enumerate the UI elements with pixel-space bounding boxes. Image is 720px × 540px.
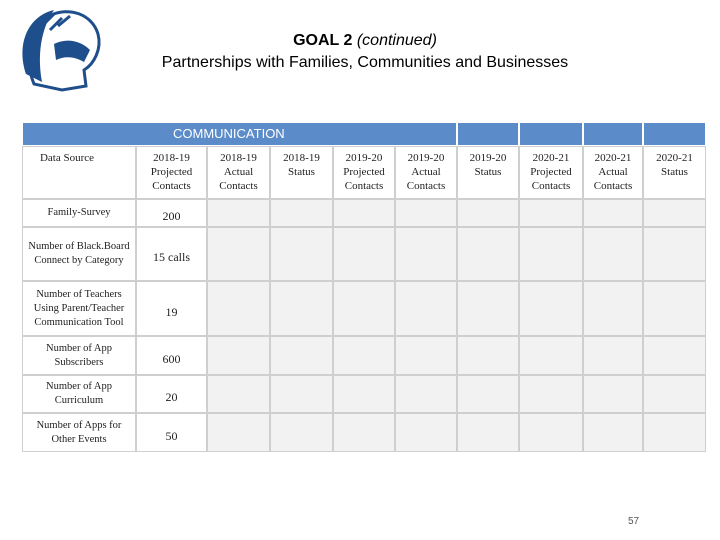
table-cell: [519, 336, 583, 375]
column-header: 2019-20 Projected Contacts: [333, 146, 395, 199]
table-cell: [395, 336, 457, 375]
table-cell: [333, 336, 395, 375]
table-cell: [643, 281, 706, 336]
column-header: 2019-20 Status: [457, 146, 519, 199]
table-cell: [457, 413, 519, 452]
table-cell: [583, 336, 643, 375]
row-label: Number of Apps for Other Events: [22, 413, 136, 452]
column-header: 2019-20 Actual Contacts: [395, 146, 457, 199]
table-cell: 20: [136, 375, 207, 413]
table-cell: [457, 199, 519, 227]
table-cell: 15 calls: [136, 227, 207, 281]
table-cell: [395, 413, 457, 452]
table-cell: 200: [136, 199, 207, 227]
table-cell: [270, 199, 333, 227]
table-cell: 19: [136, 281, 207, 336]
table-cell: [643, 199, 706, 227]
table-cell: 600: [136, 336, 207, 375]
subtitle: Partnerships with Families, Communities …: [161, 54, 569, 71]
column-header: 2020-21 Actual Contacts: [583, 146, 643, 199]
table-cell: [583, 375, 643, 413]
table-cell: [207, 336, 270, 375]
table-cell: [333, 281, 395, 336]
table-cell: [519, 375, 583, 413]
column-header: 2018-19 Status: [270, 146, 333, 199]
table-cell: [207, 375, 270, 413]
column-header: Data Source: [22, 146, 136, 199]
table-cell: [457, 281, 519, 336]
section-header-cell: [519, 122, 583, 146]
table-cell: [395, 375, 457, 413]
title: GOAL 2 (continued): [293, 32, 437, 49]
table-cell: [270, 281, 333, 336]
row-label: Number of App Curriculum: [22, 375, 136, 413]
table-cell: [395, 199, 457, 227]
row-label: Family-Survey: [22, 199, 136, 227]
row-label: Number of App Subscribers: [22, 336, 136, 375]
table-cell: [333, 227, 395, 281]
table-cell: [457, 336, 519, 375]
table-cell: [207, 227, 270, 281]
table-cell: [643, 227, 706, 281]
table-cell: [270, 227, 333, 281]
section-header-cell: [643, 122, 706, 146]
table-cell: [643, 413, 706, 452]
table-cell: [519, 227, 583, 281]
section-header-cell: [457, 122, 519, 146]
column-header: 2020-21 Status: [643, 146, 706, 199]
table-cell: [643, 336, 706, 375]
row-label: Number of Teachers Using Parent/Teacher …: [22, 281, 136, 336]
table-cell: [395, 281, 457, 336]
table-cell: 50: [136, 413, 207, 452]
table-cell: [207, 281, 270, 336]
table-cell: [457, 227, 519, 281]
table-cell: [270, 375, 333, 413]
column-header: 2020-21 Projected Contacts: [519, 146, 583, 199]
table-cell: [519, 413, 583, 452]
table-cell: [583, 281, 643, 336]
section-header: COMMUNICATION: [22, 122, 457, 146]
table-cell: [395, 227, 457, 281]
table-cell: [270, 336, 333, 375]
table-cell: [333, 199, 395, 227]
table-cell: [643, 375, 706, 413]
table-cell: [333, 413, 395, 452]
table-cell: [333, 375, 395, 413]
table-cell: [583, 199, 643, 227]
row-label: Number of Black.Board Connect by Categor…: [22, 227, 136, 281]
table-cell: [519, 199, 583, 227]
table-cell: [583, 227, 643, 281]
table-cell: [207, 413, 270, 452]
table-cell: [583, 413, 643, 452]
section-header-cell: [583, 122, 643, 146]
page-number: 57: [628, 516, 640, 527]
column-header: 2018-19 Projected Contacts: [136, 146, 207, 199]
table-cell: [270, 413, 333, 452]
column-header: 2018-19 Actual Contacts: [207, 146, 270, 199]
table-cell: [457, 375, 519, 413]
logo: [22, 10, 101, 92]
table-cell: [207, 199, 270, 227]
table-cell: [519, 281, 583, 336]
